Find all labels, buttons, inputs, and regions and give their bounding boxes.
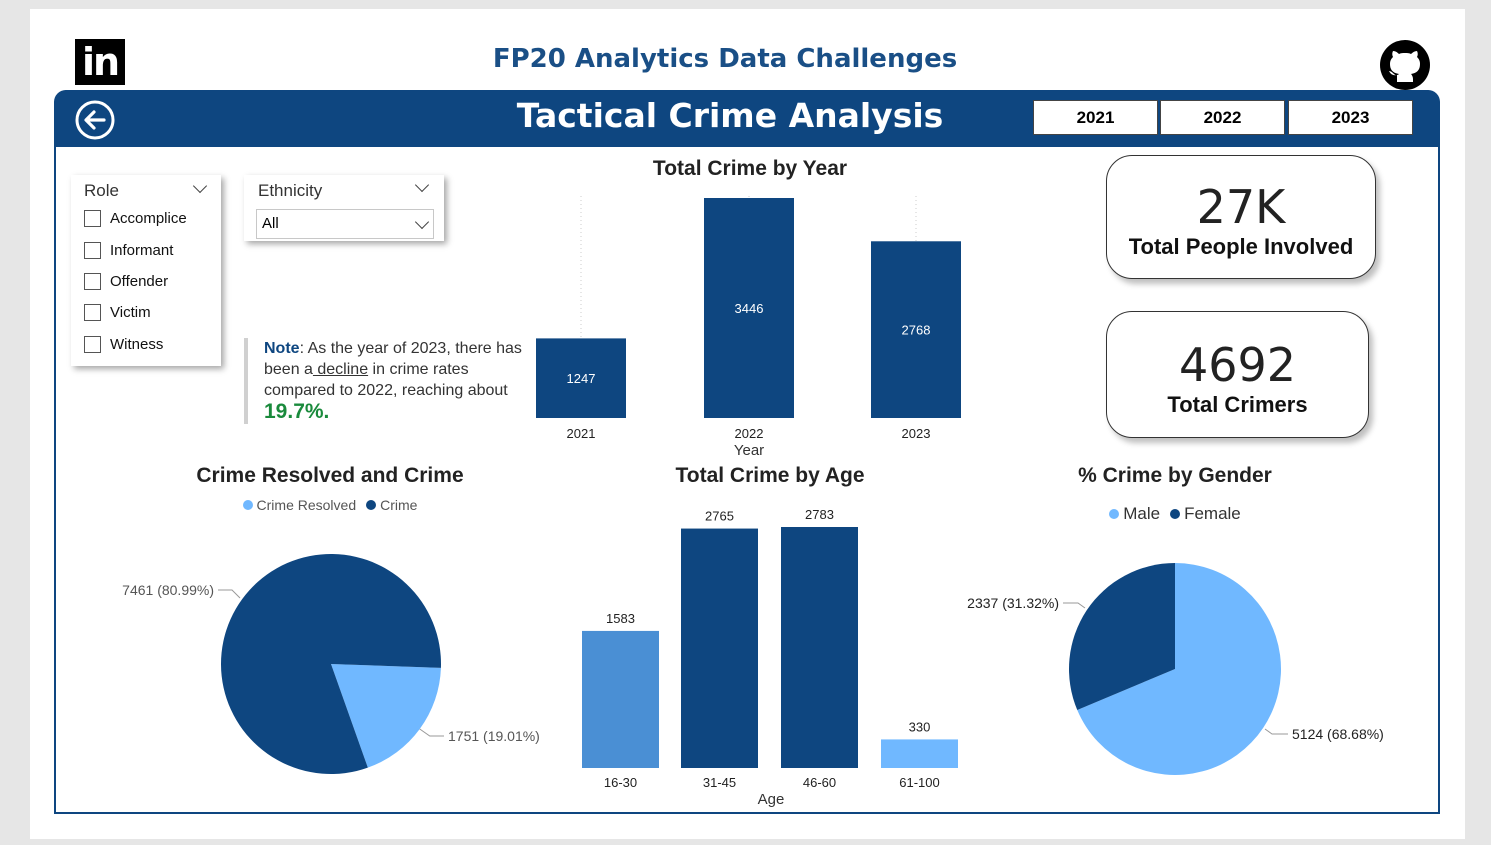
- x-tick-label: 2023: [902, 426, 931, 441]
- kpi-card-people: 27K Total People Involved: [1106, 155, 1376, 279]
- x-tick-label: 61-100: [899, 775, 939, 790]
- legend-swatch: [242, 500, 253, 510]
- data-label: 2765: [705, 509, 734, 524]
- checkbox[interactable]: [84, 209, 101, 227]
- kpi-value: 27K: [1196, 180, 1286, 234]
- x-axis-label: Year: [734, 442, 764, 459]
- data-label: 5124 (68.68%): [1292, 726, 1384, 742]
- resolved-legend: Crime Resolved Crime: [180, 497, 480, 513]
- back-arrow-icon[interactable]: [74, 99, 116, 141]
- resolved-chart-title: Crime Resolved and Crime: [196, 464, 464, 487]
- role-slicer-title: Role: [84, 181, 119, 200]
- leader-line: [1063, 602, 1086, 609]
- legend-swatch: [1109, 509, 1120, 519]
- data-label: 2783: [805, 507, 834, 522]
- data-label: 330: [909, 719, 931, 734]
- kpi-value: 4692: [1178, 338, 1297, 392]
- ethnicity-slicer-title: Ethnicity: [258, 181, 323, 200]
- role-option-offender[interactable]: Offender: [84, 271, 168, 291]
- kpi-label: Total People Involved: [1128, 234, 1354, 259]
- leader-line: [1264, 728, 1288, 735]
- role-option-witness[interactable]: Witness: [84, 334, 163, 354]
- x-tick-label: 2021: [567, 426, 596, 441]
- x-axis-label: Age: [758, 791, 785, 808]
- legend-label: Female: [1184, 504, 1241, 523]
- data-label: 1247: [567, 371, 596, 386]
- pie-slice-crime-resolved: [331, 664, 441, 768]
- legend-label: Crime Resolved: [256, 497, 357, 513]
- year-button-2023[interactable]: 2023: [1288, 100, 1413, 135]
- bar-2022: [704, 198, 794, 418]
- page-title: Tactical Crime Analysis: [516, 96, 944, 135]
- note-link: decline: [312, 361, 369, 378]
- bar-2021: [536, 338, 626, 418]
- insight-note: Note: As the year of 2023, there has bee…: [244, 338, 534, 424]
- legend-swatch: [366, 500, 377, 510]
- year-button-2022[interactable]: 2022: [1160, 100, 1285, 135]
- year-chart-title: Total Crime by Year: [652, 157, 848, 180]
- note-label: Note: [264, 340, 300, 357]
- year-button-2021[interactable]: 2021: [1033, 100, 1158, 135]
- role-option-label: Witness: [110, 335, 164, 353]
- data-label: 1583: [606, 611, 635, 626]
- data-label: 7461 (80.99%): [122, 582, 214, 598]
- role-option-label: Accomplice: [110, 209, 187, 227]
- kpi-label: Total Crimers: [1167, 392, 1308, 417]
- bar-61-100: [881, 739, 958, 768]
- bar-2023: [871, 241, 961, 418]
- pie-slice-female: [1068, 563, 1175, 711]
- note-percentage: 19.7%.: [264, 400, 330, 423]
- x-tick-label: 46-60: [803, 775, 836, 790]
- pie-slice-crime: [220, 554, 441, 774]
- checkbox[interactable]: [84, 335, 101, 353]
- role-option-informant[interactable]: Informant: [84, 240, 173, 260]
- report-title: FP20 Analytics Data Challenges: [492, 44, 958, 74]
- leader-line: [218, 589, 241, 599]
- ethnicity-slicer: Ethnicity All: [244, 175, 444, 241]
- checkbox[interactable]: [84, 241, 101, 259]
- data-label: 1751 (19.01%): [448, 728, 540, 744]
- ethnicity-selected: All: [262, 215, 279, 232]
- pie-slice-male: [1077, 563, 1281, 775]
- role-option-label: Informant: [110, 241, 174, 259]
- data-label: 2337 (31.32%): [967, 595, 1059, 611]
- ethnicity-dropdown[interactable]: All: [256, 209, 434, 239]
- checkbox[interactable]: [84, 303, 101, 321]
- role-option-label: Victim: [110, 303, 151, 321]
- x-tick-label: 31-45: [703, 775, 736, 790]
- note-text: : As the year of 2023, there has been a: [264, 340, 522, 378]
- role-option-victim[interactable]: Victim: [84, 302, 151, 322]
- linkedin-icon[interactable]: in: [75, 39, 125, 85]
- github-icon[interactable]: [1378, 38, 1432, 92]
- legend-label: Male: [1123, 504, 1161, 523]
- legend-swatch: [1170, 509, 1181, 519]
- data-label: 3446: [735, 301, 764, 316]
- bar-16-30: [582, 630, 659, 768]
- data-label: 2768: [902, 323, 931, 338]
- role-option-label: Offender: [110, 272, 169, 290]
- role-slicer: Role Accomplice Informant Offender Victi…: [71, 175, 221, 366]
- legend-label: Crime: [380, 497, 418, 513]
- note-text: in crime rates compared to 2022, reachin…: [264, 361, 508, 399]
- x-tick-label: 16-30: [604, 775, 637, 790]
- kpi-card-crimers: 4692 Total Crimers: [1106, 311, 1369, 438]
- checkbox[interactable]: [84, 272, 101, 290]
- leader-line: [419, 728, 444, 737]
- age-chart-title: Total Crime by Age: [675, 464, 865, 487]
- gender-legend: Male Female: [1070, 504, 1280, 524]
- bar-46-60: [781, 527, 858, 768]
- gender-chart-title: % Crime by Gender: [1078, 464, 1272, 487]
- bar-31-45: [681, 528, 758, 768]
- x-tick-label: 2022: [735, 426, 764, 441]
- role-option-accomplice[interactable]: Accomplice: [84, 208, 187, 228]
